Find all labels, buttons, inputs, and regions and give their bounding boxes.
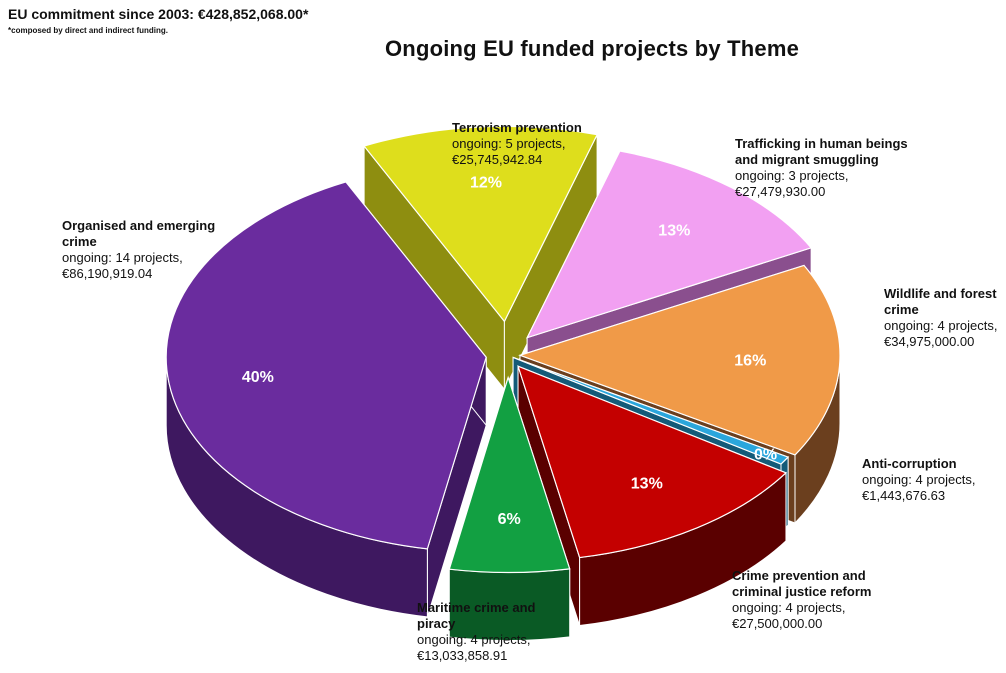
- slice-amount: €25,745,942.84: [452, 152, 543, 167]
- slice-amount: €13,033,858.91: [417, 648, 508, 663]
- chart-title: Ongoing EU funded projects by Theme: [385, 36, 800, 61]
- slice-name: Wildlife and forest: [884, 286, 997, 301]
- slice-amount: €27,479,930.00: [735, 184, 826, 199]
- slice-name: Trafficking in human beings: [735, 136, 908, 151]
- slice-percent-label: 0%: [754, 446, 777, 463]
- slice-name: Terrorism prevention: [452, 120, 582, 135]
- slice-projects: ongoing: 4 projects,: [417, 632, 531, 647]
- slice-percent-label: 6%: [498, 511, 521, 528]
- pie-slice: 40%: [165, 180, 487, 618]
- slice-name-line2: crime: [884, 302, 919, 317]
- eu-commitment-total: EU commitment since 2003: €428,852,068.0…: [8, 6, 309, 22]
- label-wildlife-forest-crime: Wildlife and forest crime ongoing: 4 pro…: [884, 286, 997, 350]
- slice-amount: €27,500,000.00: [732, 616, 823, 631]
- slice-amount: €86,190,919.04: [62, 266, 153, 281]
- slice-amount: €1,443,676.63: [862, 488, 946, 503]
- pie-slices: 12% 13% 16% 40% 0% 13% 6%: [165, 125, 841, 641]
- slice-top: [512, 356, 790, 465]
- slice-projects: ongoing: 5 projects,: [452, 136, 566, 151]
- pie-slice: 6%: [448, 375, 571, 641]
- slice-top: [525, 150, 813, 339]
- slice-amount: €34,975,000.00: [884, 334, 975, 349]
- slice-projects: ongoing: 4 projects,: [862, 472, 976, 487]
- slice-name: Organised and emerging: [62, 218, 216, 233]
- funding-footnote: *composed by direct and indirect funding…: [8, 26, 169, 35]
- label-organised-crime: Organised and emerging crime ongoing: 14…: [62, 218, 215, 282]
- label-anti-corruption: Anti-corruption ongoing: 4 projects, €1,…: [862, 456, 975, 504]
- slice-name: Anti-corruption: [862, 456, 957, 471]
- slice-name-line2: and migrant smuggling: [735, 152, 879, 167]
- slice-percent-label: 40%: [242, 369, 274, 386]
- slice-name-line2: piracy: [417, 616, 456, 631]
- label-maritime-crime: Maritime crime and piracy ongoing: 4 pro…: [417, 600, 536, 664]
- slice-percent-label: 12%: [470, 174, 502, 191]
- slice-percent-label: 13%: [631, 476, 663, 493]
- pie-slice: 13%: [517, 365, 788, 627]
- slice-top: [448, 375, 571, 574]
- slice-top: [363, 125, 598, 323]
- slice-projects: ongoing: 14 projects,: [62, 250, 183, 265]
- slice-top: [517, 365, 788, 559]
- slice-percent-label: 13%: [658, 223, 690, 240]
- slice-projects: ongoing: 4 projects,: [732, 600, 846, 615]
- label-trafficking: Trafficking in human beings and migrant …: [735, 136, 908, 200]
- slice-top: [518, 264, 841, 456]
- label-crime-prevention: Crime prevention and criminal justice re…: [732, 568, 871, 632]
- slice-name: Maritime crime and: [417, 600, 536, 615]
- pie-slice: 12%: [363, 125, 598, 391]
- slice-projects: ongoing: 3 projects,: [735, 168, 849, 183]
- slice-projects: ongoing: 4 projects,: [884, 318, 998, 333]
- slice-top: [165, 181, 487, 550]
- slice-percent-label: 16%: [734, 352, 766, 369]
- label-terrorism-prevention: Terrorism prevention ongoing: 5 projects…: [452, 120, 582, 168]
- slice-name-line2: criminal justice reform: [732, 584, 872, 599]
- slice-name: Crime prevention and: [732, 568, 866, 583]
- slice-name-line2: crime: [62, 234, 97, 249]
